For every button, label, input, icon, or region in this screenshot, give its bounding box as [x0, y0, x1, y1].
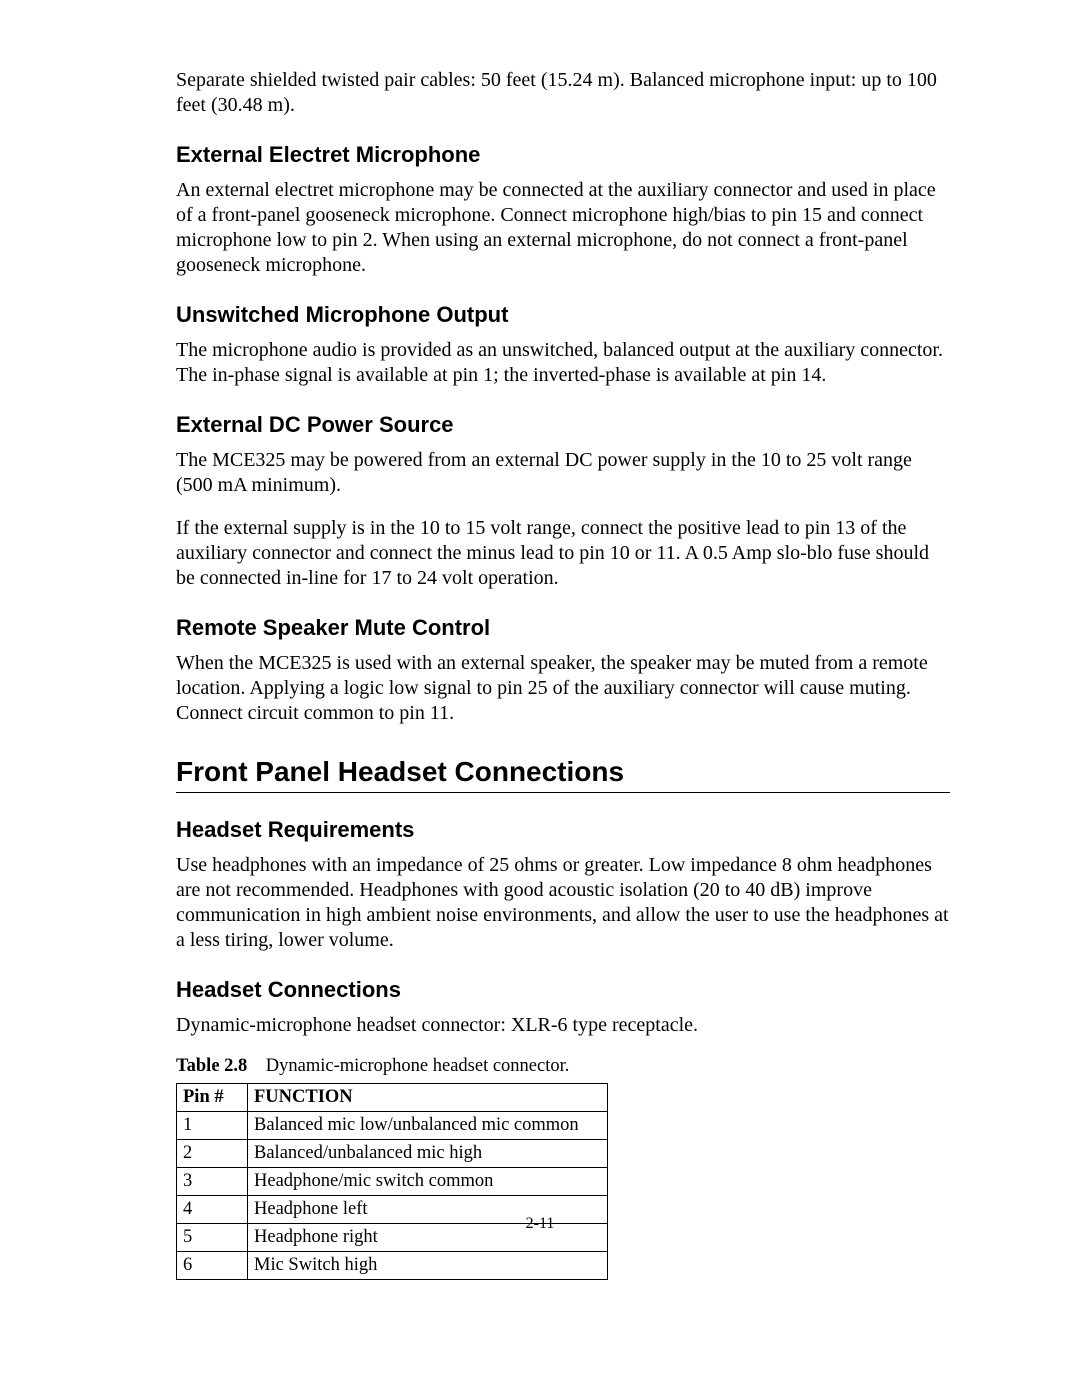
paragraph: The microphone audio is provided as an u… — [176, 338, 950, 388]
intro-paragraph: Separate shielded twisted pair cables: 5… — [176, 68, 950, 118]
paragraph: An external electret microphone may be c… — [176, 178, 950, 278]
cell-function: Mic Switch high — [248, 1252, 608, 1280]
heading-front-panel: Front Panel Headset Connections — [176, 756, 950, 788]
pin-table: Pin # FUNCTION 1 Balanced mic low/unbala… — [176, 1083, 608, 1280]
document-page: Separate shielded twisted pair cables: 5… — [0, 0, 1080, 1397]
table-row: 1 Balanced mic low/unbalanced mic common — [177, 1112, 608, 1140]
table-row: 6 Mic Switch high — [177, 1252, 608, 1280]
section-rule — [176, 792, 950, 793]
table-header-row: Pin # FUNCTION — [177, 1084, 608, 1112]
table-caption: Table 2.8 Dynamic-microphone headset con… — [176, 1056, 950, 1077]
table-caption-label: Table 2.8 — [176, 1056, 247, 1076]
heading-unswitched-mic: Unswitched Microphone Output — [176, 302, 950, 328]
paragraph: If the external supply is in the 10 to 1… — [176, 516, 950, 591]
cell-pin: 6 — [177, 1252, 248, 1280]
cell-function: Balanced mic low/unbalanced mic common — [248, 1112, 608, 1140]
heading-remote-mute: Remote Speaker Mute Control — [176, 615, 950, 641]
col-header-pin: Pin # — [177, 1084, 248, 1112]
cell-function: Balanced/unbalanced mic high — [248, 1140, 608, 1168]
table-row: 2 Balanced/unbalanced mic high — [177, 1140, 608, 1168]
paragraph: The MCE325 may be powered from an extern… — [176, 448, 950, 498]
cell-pin: 2 — [177, 1140, 248, 1168]
paragraph: Use headphones with an impedance of 25 o… — [176, 853, 950, 953]
cell-function: Headphone/mic switch common — [248, 1168, 608, 1196]
paragraph: When the MCE325 is used with an external… — [176, 651, 950, 726]
col-header-function: FUNCTION — [248, 1084, 608, 1112]
cell-pin: 1 — [177, 1112, 248, 1140]
heading-external-electret: External Electret Microphone — [176, 142, 950, 168]
heading-headset-conn: Headset Connections — [176, 977, 950, 1003]
table-row: 3 Headphone/mic switch common — [177, 1168, 608, 1196]
heading-headset-req: Headset Requirements — [176, 817, 950, 843]
table-caption-text: Dynamic-microphone headset connector. — [266, 1056, 570, 1076]
cell-pin: 3 — [177, 1168, 248, 1196]
page-number: 2-11 — [0, 1215, 1080, 1233]
paragraph: Dynamic-microphone headset connector: XL… — [176, 1013, 950, 1038]
heading-external-dc: External DC Power Source — [176, 412, 950, 438]
